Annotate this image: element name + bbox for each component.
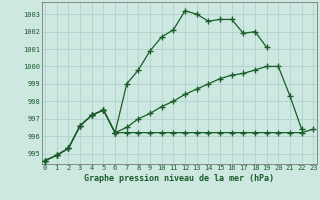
X-axis label: Graphe pression niveau de la mer (hPa): Graphe pression niveau de la mer (hPa) <box>84 174 274 183</box>
